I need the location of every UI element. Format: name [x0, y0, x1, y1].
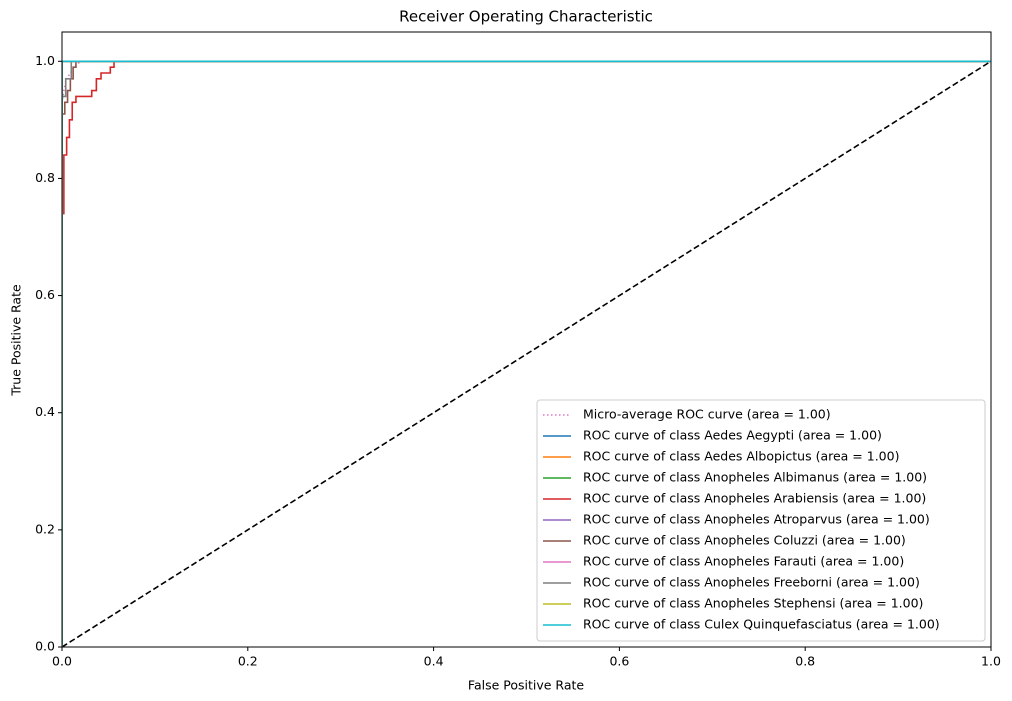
- plot-lines: [62, 60, 991, 647]
- x-tick-label: 0.4: [424, 654, 444, 669]
- y-tick-label: 0.2: [35, 521, 55, 536]
- roc-curve: [62, 60, 991, 647]
- x-tick-label: 0.6: [609, 654, 629, 669]
- legend-label: ROC curve of class Aedes Albopictus (are…: [583, 449, 899, 464]
- legend-label: ROC curve of class Culex Quinquefasciatu…: [583, 617, 940, 632]
- plot-frame: [61, 31, 992, 648]
- legend-box: [536, 399, 986, 642]
- x-tick-label: 0.2: [238, 654, 258, 669]
- x-tick-label: 0.0: [52, 654, 72, 669]
- legend-label: ROC curve of class Anopheles Albimanus (…: [583, 470, 927, 485]
- chart-title: Receiver Operating Characteristic: [399, 8, 653, 26]
- y-axis-label: True Positive Rate: [9, 284, 24, 397]
- x-tick-label: 1.0: [981, 654, 1001, 669]
- y-tick-label: 0.4: [35, 404, 55, 419]
- roc-curve: [62, 60, 991, 647]
- roc-curve: [62, 60, 991, 647]
- legend-label: ROC curve of class Aedes Aegypti (area =…: [583, 428, 882, 443]
- y-tick-label: 1.0: [35, 53, 55, 68]
- legend-label: ROC curve of class Anopheles Stephensi (…: [583, 596, 923, 611]
- x-axis-label: False Positive Rate: [468, 678, 584, 693]
- legend-label: ROC curve of class Anopheles Arabiensis …: [583, 491, 926, 506]
- legend-label: Micro-average ROC curve (area = 1.00): [583, 407, 831, 422]
- y-tick-label: 0.8: [35, 170, 55, 185]
- legend-label: ROC curve of class Anopheles Freeborni (…: [583, 575, 920, 590]
- x-tick-label: 0.8: [795, 654, 815, 669]
- reference-line: [62, 60, 991, 647]
- roc-curve: [62, 60, 991, 647]
- legend-label: ROC curve of class Anopheles Farauti (ar…: [583, 554, 904, 569]
- legend-label: ROC curve of class Anopheles Atroparvus …: [583, 512, 930, 527]
- y-tick-label: 0.6: [35, 287, 55, 302]
- legend-label: ROC curve of class Anopheles Coluzzi (ar…: [583, 533, 906, 548]
- y-tick-label: 0.0: [35, 639, 55, 654]
